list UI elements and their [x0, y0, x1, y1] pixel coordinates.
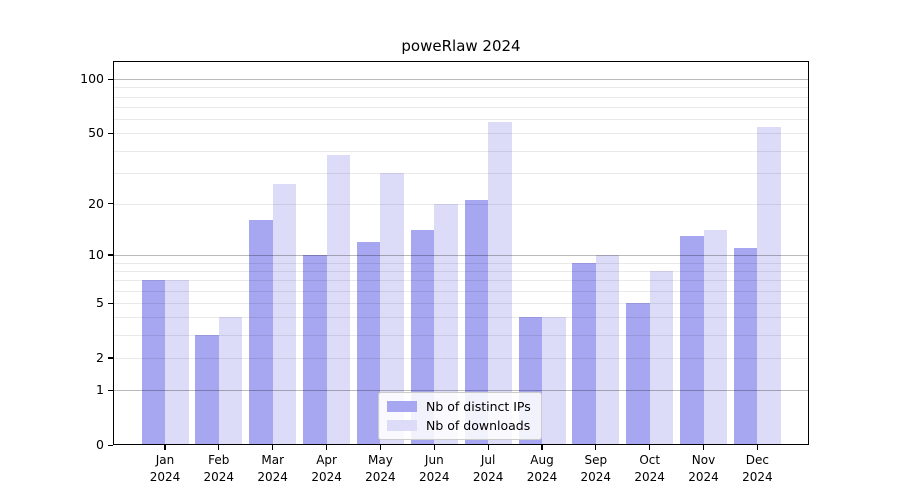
minor-gridline-80 — [114, 96, 808, 98]
minor-gridline-9 — [114, 262, 808, 264]
bar-oct-2024-nb-of-downloads — [649, 270, 674, 445]
y-tick-label-1: 1 — [96, 382, 104, 398]
bar-jul-2024-nb-of-distinct-ips — [464, 200, 489, 445]
minor-gridline-2 — [114, 357, 808, 359]
bar-feb-2024-nb-of-distinct-ips — [195, 335, 219, 445]
legend-swatch-downloads — [387, 420, 417, 431]
x-tick-mark-apr-2024 — [325, 445, 328, 450]
major-gridline-100 — [114, 79, 808, 81]
y-tick-mark-100 — [108, 78, 113, 80]
minor-gridline-60 — [114, 119, 808, 121]
x-tick-label-mar-2024: Mar 2024 — [257, 453, 288, 484]
x-tick-mark-sep-2024 — [595, 445, 597, 450]
x-tick-label-dec-2024: Dec 2024 — [742, 453, 773, 484]
bar-aug-2024-nb-of-downloads — [542, 317, 566, 445]
legend-swatch-distinct-ips — [387, 401, 417, 412]
x-tick-mark-may-2024 — [379, 445, 381, 450]
bar-mar-2024-nb-of-downloads — [272, 183, 297, 445]
bar-jun-2024-nb-of-distinct-ips — [410, 230, 435, 445]
legend-label-downloads: Nb of downloads — [426, 418, 531, 433]
minor-gridline-90 — [114, 87, 808, 89]
y-tick-label-100: 100 — [80, 71, 104, 87]
minor-gridline-4 — [114, 317, 808, 319]
x-tick-mark-oct-2024 — [649, 445, 651, 450]
x-tick-label-may-2024: May 2024 — [365, 453, 396, 484]
y-tick-mark-0 — [108, 444, 113, 446]
minor-gridline-20 — [114, 203, 808, 205]
x-tick-label-feb-2024: Feb 2024 — [203, 453, 235, 484]
bar-apr-2024-nb-of-downloads — [326, 154, 351, 445]
minor-gridline-6 — [114, 290, 808, 292]
bar-mar-2024-nb-of-distinct-ips — [249, 220, 273, 445]
x-tick-label-jan-2024: Jan 2024 — [149, 453, 181, 484]
major-gridline-1 — [114, 390, 808, 392]
chart-title: poweRlaw 2024 — [401, 37, 521, 55]
x-tick-label-apr-2024: Apr 2024 — [311, 453, 342, 484]
y-tick-mark-50 — [108, 132, 113, 134]
bar-oct-2024-nb-of-distinct-ips — [626, 303, 650, 445]
y-tick-mark-2 — [108, 357, 113, 359]
legend-item-distinct-ips: Nb of distinct IPs — [387, 399, 531, 414]
x-tick-mark-jun-2024 — [433, 445, 435, 450]
major-gridline-10 — [114, 254, 808, 256]
x-tick-label-nov-2024: Nov 2024 — [688, 453, 719, 484]
bar-jan-2024-nb-of-downloads — [165, 280, 189, 445]
legend-item-downloads: Nb of downloads — [387, 418, 531, 433]
bar-jul-2024-nb-of-downloads — [488, 121, 512, 445]
y-tick-label-20: 20 — [88, 195, 104, 211]
x-tick-label-oct-2024: Oct 2024 — [634, 453, 665, 484]
x-tick-mark-jul-2024 — [487, 445, 489, 450]
x-tick-label-jul-2024: Jul 2024 — [472, 453, 504, 484]
bar-dec-2024-nb-of-distinct-ips — [733, 248, 758, 445]
minor-gridline-5 — [114, 303, 808, 304]
x-tick-mark-nov-2024 — [702, 445, 705, 450]
bar-nov-2024-nb-of-distinct-ips — [680, 235, 704, 445]
y-tick-label-10: 10 — [88, 246, 104, 262]
minor-gridline-30 — [114, 172, 808, 174]
y-tick-mark-1 — [108, 389, 113, 391]
legend: Nb of distinct IPs Nb of downloads — [378, 392, 542, 440]
y-tick-label-0: 0 — [96, 437, 104, 452]
x-tick-mark-feb-2024 — [218, 445, 220, 450]
y-tick-label-50: 50 — [88, 125, 104, 141]
bar-feb-2024-nb-of-downloads — [218, 317, 243, 445]
minor-gridline-40 — [114, 150, 808, 152]
bar-nov-2024-nb-of-downloads — [703, 230, 727, 445]
minor-gridline-7 — [114, 280, 808, 282]
bar-dec-2024-nb-of-downloads — [757, 127, 781, 445]
y-tick-mark-10 — [108, 254, 113, 256]
y-tick-label-2: 2 — [96, 349, 104, 365]
x-tick-label-aug-2024: Aug 2024 — [526, 453, 558, 484]
bar-apr-2024-nb-of-distinct-ips — [303, 254, 327, 445]
y-tick-mark-5 — [108, 302, 113, 304]
x-tick-mark-mar-2024 — [272, 445, 274, 450]
bar-sep-2024-nb-of-downloads — [595, 254, 620, 445]
minor-gridline-50 — [114, 133, 808, 135]
bar-sep-2024-nb-of-distinct-ips — [572, 262, 596, 445]
y-tick-mark-20 — [108, 203, 113, 205]
bar-may-2024-nb-of-downloads — [380, 172, 404, 445]
x-tick-mark-dec-2024 — [756, 445, 758, 450]
bar-jan-2024-nb-of-distinct-ips — [141, 280, 165, 445]
x-tick-mark-jan-2024 — [164, 445, 166, 450]
x-tick-label-jun-2024: Jun 2024 — [419, 453, 450, 484]
bar-jun-2024-nb-of-downloads — [434, 203, 458, 445]
minor-gridline-70 — [114, 107, 808, 109]
legend-label-distinct-ips: Nb of distinct IPs — [426, 399, 531, 414]
minor-gridline-8 — [114, 270, 808, 272]
bar-may-2024-nb-of-distinct-ips — [356, 241, 381, 445]
x-tick-mark-aug-2024 — [541, 445, 543, 450]
y-tick-label-5: 5 — [96, 295, 104, 310]
x-tick-label-sep-2024: Sep 2024 — [580, 453, 612, 484]
minor-gridline-3 — [114, 335, 808, 337]
